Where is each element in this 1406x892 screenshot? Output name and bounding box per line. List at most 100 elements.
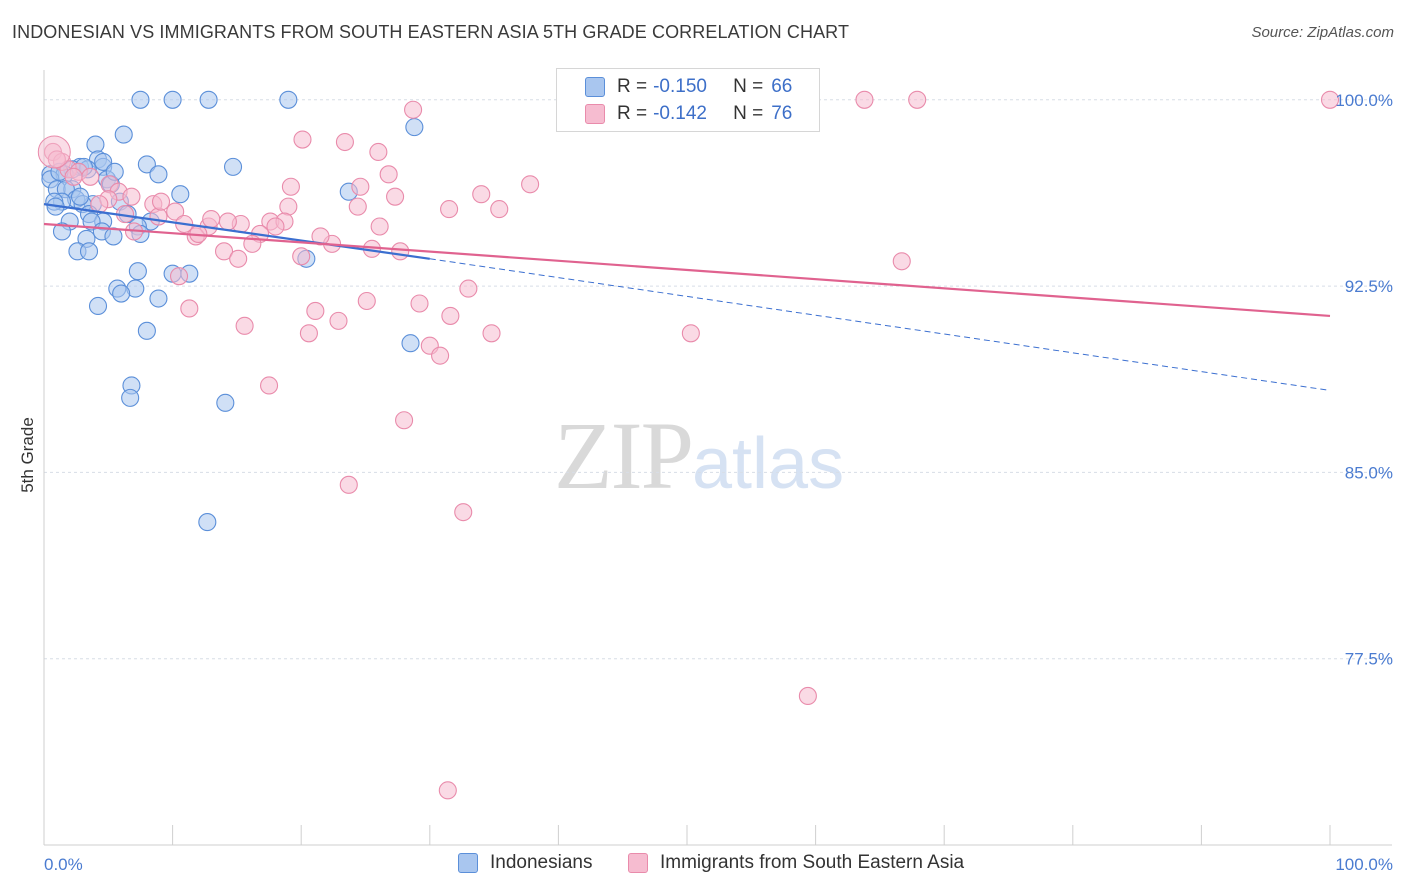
immigrants-point — [351, 177, 370, 196]
stats-legend-row-immigrants: R = -0.142 N = 76 — [557, 100, 792, 128]
immigrants-point — [329, 311, 348, 330]
immigrants-point — [214, 242, 234, 261]
immigrants-point — [369, 142, 388, 162]
watermark-zip: ZIP — [554, 402, 694, 509]
legend-label: Immigrants from South Eastern Asia — [660, 852, 965, 873]
immigrants-point — [1320, 90, 1340, 109]
trend-layer — [43, 203, 1331, 391]
n-label: N = — [733, 76, 764, 97]
n-label: N = — [733, 103, 764, 124]
r-label: R = — [617, 76, 648, 97]
immigrants-point — [431, 346, 450, 365]
immigrants-point — [441, 306, 460, 325]
indonesians-point — [137, 321, 156, 340]
immigrants-point — [259, 376, 279, 395]
indonesians-point — [163, 90, 182, 109]
y-tick-label: 100.0% — [1335, 91, 1393, 110]
immigrants-cluster-point — [37, 135, 71, 169]
indonesians-point — [137, 155, 156, 174]
immigrants-point — [410, 294, 429, 313]
indonesians-point — [128, 262, 147, 281]
immigrants-point — [169, 267, 189, 286]
points-layer — [37, 90, 1340, 800]
watermark: ZIPatlas — [554, 400, 844, 511]
immigrants-point — [218, 212, 237, 231]
indonesians-point — [149, 289, 168, 308]
x-tick-label: 0.0% — [44, 855, 83, 874]
immigrants-point — [122, 187, 141, 206]
indonesians-point — [279, 90, 298, 109]
grid-layer — [44, 99, 1392, 660]
source-credit: Source: ZipAtlas.com — [1251, 24, 1394, 41]
y-tick-label: 85.0% — [1345, 463, 1393, 482]
indonesians-point — [70, 187, 90, 206]
x-tick-label: 100.0% — [1335, 855, 1393, 874]
immigrants-point — [908, 90, 927, 109]
indonesians-point — [401, 334, 420, 353]
r-value: -0.150 — [653, 76, 707, 97]
indonesians-trend-extension — [429, 258, 1331, 391]
immigrants-point — [299, 324, 318, 343]
immigrants-point — [335, 132, 354, 152]
immigrants-point — [395, 411, 414, 430]
r-value: -0.142 — [653, 103, 707, 124]
legend-label: Indonesians — [490, 852, 593, 873]
indonesians-point — [216, 393, 235, 412]
immigrants-point — [521, 175, 540, 194]
immigrants-point — [438, 781, 457, 800]
y-tick-label: 77.5% — [1345, 650, 1393, 669]
immigrants-point — [855, 90, 874, 109]
blue-swatch-icon — [585, 77, 605, 97]
immigrants-point — [202, 209, 221, 229]
immigrants-point — [482, 324, 501, 343]
indonesians-point — [94, 152, 113, 171]
axis-layer — [43, 70, 1392, 846]
immigrants-point — [379, 165, 398, 184]
indonesians-point — [52, 222, 72, 241]
r-label: R = — [617, 103, 648, 124]
immigrants-point — [391, 242, 410, 261]
series-legend: Indonesians Immigrants from South Easter… — [0, 852, 1406, 878]
indonesians-trend-line — [43, 203, 430, 260]
immigrants-point — [357, 291, 376, 311]
immigrants-point — [151, 192, 171, 211]
immigrants-point — [798, 686, 817, 706]
immigrants-point — [235, 316, 254, 335]
pink-swatch-icon — [585, 104, 605, 124]
immigrants-point — [490, 200, 509, 219]
legend-item-indonesians[interactable]: Indonesians — [458, 852, 592, 874]
indonesians-point — [88, 296, 108, 316]
immigrants-point — [293, 130, 312, 149]
indonesians-point — [112, 284, 131, 303]
immigrants-point — [81, 167, 100, 186]
immigrants-point — [681, 324, 700, 343]
stats-legend: R = -0.150 N = 66 R = -0.142 N = 76 — [556, 68, 820, 132]
immigrants-point — [440, 200, 459, 219]
immigrants-point — [149, 207, 168, 226]
indonesians-point — [131, 90, 150, 109]
pink-swatch-icon — [628, 853, 648, 873]
immigrants-point — [370, 217, 389, 236]
immigrants-point — [459, 279, 478, 298]
immigrants-point — [339, 475, 358, 494]
y-tick-label: 92.5% — [1345, 277, 1393, 296]
indonesians-point — [198, 513, 217, 532]
immigrants-point — [386, 187, 405, 206]
chart-title: INDONESIAN VS IMMIGRANTS FROM SOUTH EAST… — [12, 22, 850, 42]
immigrants-point — [472, 185, 491, 204]
immigrants-point — [180, 299, 199, 318]
indonesians-point — [171, 185, 190, 204]
indonesians-point — [79, 242, 99, 261]
legend-item-immigrants[interactable]: Immigrants from South Eastern Asia — [628, 852, 964, 874]
immigrants-point — [892, 252, 911, 271]
immigrants-point — [311, 227, 330, 246]
indonesians-point — [114, 125, 133, 144]
watermark-atlas: atlas — [692, 424, 845, 504]
immigrants-trend-line — [43, 222, 1331, 318]
indonesians-point — [121, 388, 140, 407]
stats-legend-row-indonesians: R = -0.150 N = 66 — [557, 73, 792, 101]
indonesians-point — [405, 118, 424, 137]
immigrants-point — [64, 167, 83, 186]
immigrants-point — [292, 247, 311, 266]
